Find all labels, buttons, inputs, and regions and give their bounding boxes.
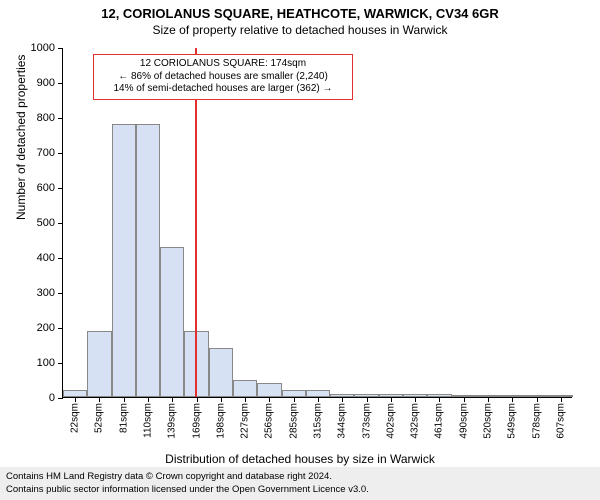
x-tick-label: 285sqm: [288, 403, 299, 439]
histogram-bar: [87, 331, 111, 398]
x-tick-label: 315sqm: [313, 403, 324, 439]
x-tick-label: 520sqm: [483, 403, 494, 439]
x-tick-label: 490sqm: [458, 403, 469, 439]
x-tick-label: 139sqm: [167, 403, 178, 439]
y-tick-label: 800: [37, 112, 55, 124]
x-tick-label: 402sqm: [385, 403, 396, 439]
x-tick-label: 344sqm: [337, 403, 348, 439]
x-tick: [342, 397, 343, 402]
x-axis-title: Distribution of detached houses by size …: [0, 452, 600, 466]
y-tick-label: 400: [37, 252, 55, 264]
histogram-bar: [160, 247, 184, 398]
histogram-bar: [257, 383, 281, 397]
y-tick: [58, 223, 63, 224]
y-tick-label: 300: [37, 287, 55, 299]
y-tick-label: 900: [37, 77, 55, 89]
histogram-bar: [306, 390, 330, 397]
y-tick: [58, 118, 63, 119]
y-tick: [58, 48, 63, 49]
y-tick-label: 500: [37, 217, 55, 229]
x-tick: [439, 397, 440, 402]
x-tick: [99, 397, 100, 402]
histogram-bar: [112, 124, 136, 397]
x-tick: [537, 397, 538, 402]
x-tick: [512, 397, 513, 402]
x-tick: [148, 397, 149, 402]
footer-attribution: Contains HM Land Registry data © Crown c…: [0, 467, 600, 500]
title-main: 12, CORIOLANUS SQUARE, HEATHCOTE, WARWIC…: [0, 0, 600, 21]
x-tick: [294, 397, 295, 402]
callout-box: 12 CORIOLANUS SQUARE: 174sqm← 86% of det…: [93, 54, 353, 100]
y-tick: [58, 328, 63, 329]
x-tick: [488, 397, 489, 402]
x-tick-label: 461sqm: [434, 403, 445, 439]
histogram-bar: [233, 380, 257, 398]
y-tick-label: 200: [37, 322, 55, 334]
y-tick: [58, 363, 63, 364]
x-tick-label: 227sqm: [240, 403, 251, 439]
x-tick: [197, 397, 198, 402]
x-tick-label: 169sqm: [191, 403, 202, 439]
footer-line-2: Contains public sector information licen…: [6, 484, 594, 496]
x-tick: [269, 397, 270, 402]
x-tick-label: 549sqm: [507, 403, 518, 439]
x-tick: [391, 397, 392, 402]
x-tick: [245, 397, 246, 402]
histogram-bar: [282, 390, 306, 397]
y-axis-title: Number of detached properties: [14, 55, 28, 220]
y-tick: [58, 258, 63, 259]
x-tick-label: 578sqm: [531, 403, 542, 439]
x-tick-label: 81sqm: [118, 403, 129, 433]
x-tick: [367, 397, 368, 402]
x-tick: [415, 397, 416, 402]
histogram-bar: [136, 124, 160, 397]
x-tick: [318, 397, 319, 402]
x-tick: [561, 397, 562, 402]
x-tick: [75, 397, 76, 402]
y-tick: [58, 293, 63, 294]
x-tick-label: 373sqm: [361, 403, 372, 439]
x-tick-label: 607sqm: [555, 403, 566, 439]
y-tick-label: 0: [49, 392, 55, 404]
x-tick: [221, 397, 222, 402]
x-tick-label: 52sqm: [94, 403, 105, 433]
plot-region: 0100200300400500600700800900100022sqm52s…: [62, 48, 572, 398]
y-tick-label: 700: [37, 147, 55, 159]
y-tick-label: 600: [37, 182, 55, 194]
footer-line-1: Contains HM Land Registry data © Crown c…: [6, 471, 594, 483]
x-tick: [172, 397, 173, 402]
y-tick: [58, 153, 63, 154]
y-tick-label: 1000: [31, 42, 55, 54]
y-tick: [58, 188, 63, 189]
x-tick-label: 432sqm: [410, 403, 421, 439]
histogram-bar: [63, 390, 87, 397]
y-tick: [58, 83, 63, 84]
x-tick-label: 198sqm: [215, 403, 226, 439]
x-tick-label: 110sqm: [143, 403, 154, 438]
x-tick-label: 22sqm: [70, 403, 81, 433]
y-tick: [58, 398, 63, 399]
histogram-bar: [209, 348, 233, 397]
callout-line-1: 12 CORIOLANUS SQUARE: 174sqm: [100, 58, 346, 71]
y-tick-label: 100: [37, 357, 55, 369]
x-tick: [124, 397, 125, 402]
callout-line-2: ← 86% of detached houses are smaller (2,…: [100, 71, 346, 84]
marker-line: [195, 48, 197, 397]
chart-area: 0100200300400500600700800900100022sqm52s…: [62, 48, 572, 398]
x-tick-label: 256sqm: [264, 403, 275, 439]
x-tick: [464, 397, 465, 402]
callout-line-3: 14% of semi-detached houses are larger (…: [100, 83, 346, 96]
title-sub: Size of property relative to detached ho…: [0, 21, 600, 37]
